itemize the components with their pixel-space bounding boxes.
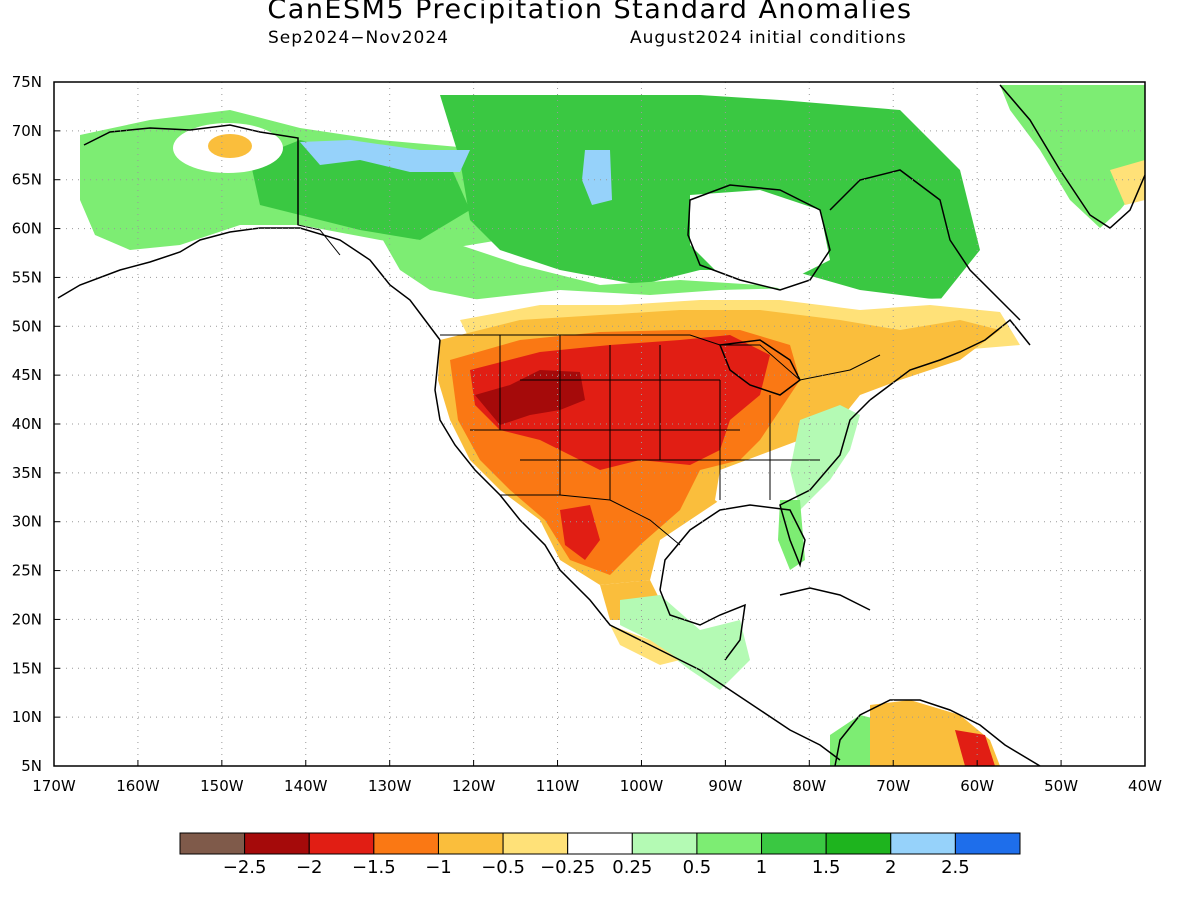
coastline-alaska (57, 124, 441, 341)
colorbar-label: 1.5 (812, 857, 841, 878)
lat-tick-label: 20N (12, 610, 42, 628)
lat-tick-label: 15N (12, 659, 42, 677)
coastlines (57, 84, 1145, 766)
lon-tick-label: 150W (200, 777, 244, 795)
anomaly-region-southeast-us (790, 405, 860, 510)
colorbar-swatch (696, 832, 763, 855)
lon-tick-label: 120W (452, 777, 496, 795)
colorbar-swatch (308, 832, 375, 855)
lat-tick-label: 70N (12, 122, 42, 140)
colorbar-swatch (373, 832, 439, 855)
colorbar-swatch (244, 832, 310, 855)
lat-tick-label: 55N (12, 268, 42, 286)
anomaly-region-hudson-bay-white (690, 190, 830, 280)
coastline-west-us (434, 339, 841, 761)
anomaly-region-colombia-wet (830, 715, 880, 766)
border-us-canada (440, 334, 881, 381)
colorbar-swatch (567, 832, 633, 855)
coastline-yucatan (659, 589, 746, 661)
colorbar-swatch (761, 832, 827, 855)
border-states (470, 335, 820, 500)
anomaly-region-great-basin-core (475, 370, 585, 425)
lon-tick-label: 50W (1044, 777, 1078, 795)
lon-tick-label: 130W (368, 777, 412, 795)
colorbar-label: −0.5 (481, 857, 525, 878)
coastline-hudson-bay (687, 184, 831, 291)
political-borders (297, 138, 881, 546)
lon-tick-label: 40W (1128, 777, 1162, 795)
lat-tick-label: 75N (12, 73, 42, 91)
anomaly-region-yukon-wet-core (300, 140, 470, 172)
lon-tick-label: 80W (792, 777, 826, 795)
lat-tick-label: 10N (12, 708, 42, 726)
lat-tick-label: 60N (12, 220, 42, 238)
colorbar-label: −2.5 (223, 857, 267, 878)
forecast-period: Sep2024−Nov2024 (268, 28, 449, 48)
colorbar-label: −0.25 (540, 857, 595, 878)
colorbar-swatch (890, 832, 956, 855)
lon-tick-label: 140W (284, 777, 328, 795)
lat-tick-labels: 5N 10N 15N 20N 25N 30N 35N 40N 45N 50N 55N 60N 65N 70… (12, 73, 42, 775)
colorbar-label: 1 (756, 857, 767, 878)
anomaly-region-venezuela-core (955, 730, 995, 766)
anomaly-region-hudson-wet-core (582, 150, 612, 205)
colorbar-swatch (502, 832, 569, 855)
colorbar-label: −1.5 (352, 857, 396, 878)
lat-tick-label: 5N (21, 757, 42, 775)
anomaly-region-greenland (1000, 85, 1145, 228)
coastline-greenland (999, 84, 1145, 229)
coastline-cuba (779, 587, 871, 611)
colorbar-swatch (437, 832, 504, 855)
initial-conditions: August2024 initial conditions (630, 28, 907, 48)
lon-tick-label: 110W (536, 777, 580, 795)
lon-tick-label: 70W (876, 777, 910, 795)
anomaly-region-mexico-core (560, 505, 600, 560)
coastline-gulf (659, 399, 871, 591)
colorbar-swatch (179, 832, 246, 855)
colorbar-swatch (954, 832, 1021, 855)
map-frame (53, 81, 1146, 767)
lat-tick-label: 40N (12, 415, 42, 433)
colorbar-label: 0.25 (612, 857, 652, 878)
coastline-labrador (829, 169, 1021, 321)
lon-tick-label: 160W (116, 777, 160, 795)
anomaly-region-central-us (470, 335, 770, 470)
colorbar-label: 2 (885, 857, 896, 878)
map-title: CanESM5 Precipitation Standard Anomalies (267, 0, 913, 25)
coastline-south-america (834, 699, 1041, 766)
lon-tick-labels: 170W 160W 150W 140W 130W 120W 110W 100W 90W 80W 70… (32, 777, 1162, 795)
anomaly-region-central-america (620, 595, 750, 690)
lon-tick-label: 170W (32, 777, 76, 795)
colorbar-label: −2 (296, 857, 323, 878)
anomaly-region-south-mexico-dry (610, 625, 680, 665)
colorbar-label: 2.5 (941, 857, 970, 878)
lat-tick-label: 30N (12, 513, 42, 531)
anomaly-fill-layer (80, 85, 1145, 766)
lon-tick-label: 90W (708, 777, 742, 795)
lat-tick-label: 35N (12, 464, 42, 482)
border-alaska-canada (297, 138, 341, 256)
colorbar-labels: −2.5 −2 −1.5 −1 −0.5 −0.25 0.25 0.5 1 1.5 2 2.5 (223, 857, 970, 878)
colorbar-swatch (825, 832, 892, 855)
anomaly-region-alaska-dry (208, 134, 252, 158)
lat-tick-label: 65N (12, 171, 42, 189)
anomaly-region-florida-wet (778, 500, 805, 570)
lat-tick-label: 25N (12, 562, 42, 580)
lon-tick-label: 100W (620, 777, 664, 795)
coastline-great-lakes (718, 339, 801, 396)
grid-layer (53, 81, 1146, 767)
colorbar-label: 0.5 (683, 857, 712, 878)
colorbar-swatch (631, 832, 698, 855)
lat-tick-label: 45N (12, 366, 42, 384)
lat-tick-label: 50N (12, 317, 42, 335)
colorbar (179, 832, 1021, 855)
colorbar-label: −1 (425, 857, 452, 878)
lon-tick-label: 60W (960, 777, 994, 795)
